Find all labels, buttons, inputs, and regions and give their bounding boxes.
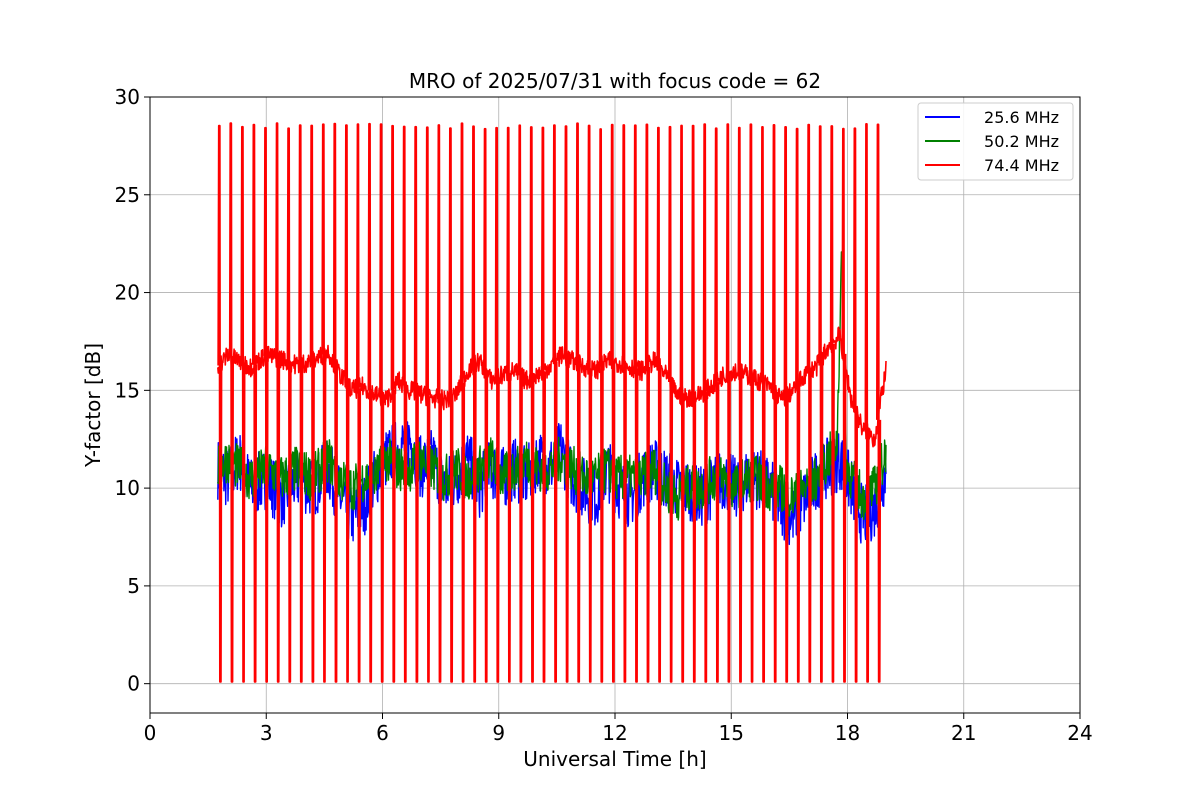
x-tick-label: 24 bbox=[1067, 721, 1092, 745]
series-pulse-2 bbox=[587, 124, 593, 683]
series-pulse-2 bbox=[748, 123, 754, 683]
y-tick-label: 10 bbox=[115, 476, 140, 500]
legend-label-0: 25.6 MHz bbox=[984, 108, 1059, 127]
series-pulse-2 bbox=[494, 126, 500, 683]
x-tick-label: 21 bbox=[951, 721, 976, 745]
series-pulse-2 bbox=[806, 123, 812, 683]
series-pulse-2 bbox=[644, 123, 650, 683]
series-pulse-2 bbox=[668, 125, 674, 683]
series-pulse-2 bbox=[725, 123, 731, 683]
series-pulse-2 bbox=[460, 122, 466, 683]
series-pulse-2 bbox=[471, 125, 477, 683]
y-tick-label: 25 bbox=[115, 183, 140, 207]
series-pulse-2 bbox=[552, 124, 558, 683]
y-tick-label: 0 bbox=[127, 672, 140, 696]
y-tick-label: 5 bbox=[127, 574, 140, 598]
series-pulse-2 bbox=[691, 124, 697, 683]
series-pulse-2 bbox=[633, 124, 639, 683]
y-axis: 0 5 10 15 20 25 30 bbox=[115, 85, 150, 696]
chart-title: MRO of 2025/07/31 with focus code = 62 bbox=[409, 69, 821, 93]
x-axis: 0 3 6 9 12 15 18 21 24 bbox=[144, 713, 1093, 745]
series-pulse-2 bbox=[783, 126, 789, 683]
series-pulse-2 bbox=[252, 123, 258, 683]
series-pulse-2 bbox=[760, 126, 766, 683]
series-pulse-2 bbox=[610, 123, 616, 683]
series-pulse-2 bbox=[529, 126, 535, 683]
legend-label-2: 74.4 MHz bbox=[984, 156, 1059, 175]
series-pulse-2 bbox=[286, 127, 292, 683]
series-pulse-2 bbox=[228, 122, 234, 683]
series-pulse-2 bbox=[367, 122, 373, 683]
x-tick-label: 3 bbox=[260, 721, 273, 745]
series-pulse-2 bbox=[448, 127, 454, 683]
series-pulse-2 bbox=[598, 128, 604, 683]
series-2 bbox=[217, 122, 887, 683]
series-pulse-2 bbox=[772, 124, 778, 683]
series-pulse-2 bbox=[402, 125, 408, 683]
series-pulse-2 bbox=[852, 127, 858, 683]
series-pulse-2 bbox=[702, 123, 708, 683]
legend-box bbox=[917, 102, 1074, 181]
series-pulse-2 bbox=[298, 124, 304, 683]
series-pulse-2 bbox=[841, 127, 847, 683]
series-pulse-2 bbox=[436, 124, 442, 683]
series-pulse-2 bbox=[344, 124, 350, 683]
series-pulse-2 bbox=[737, 126, 743, 683]
x-axis-label: Universal Time [h] bbox=[523, 747, 706, 771]
y-axis-label: Y-factor [dB] bbox=[81, 343, 105, 468]
series-pulse-2 bbox=[379, 123, 385, 683]
x-tick-label: 6 bbox=[376, 721, 389, 745]
series-pulse-2 bbox=[876, 123, 882, 683]
series-pulse-2 bbox=[818, 125, 824, 683]
series-pulse-2 bbox=[483, 127, 489, 683]
x-tick-label: 9 bbox=[492, 721, 505, 745]
x-tick-label: 18 bbox=[835, 721, 860, 745]
y-tick-label: 20 bbox=[115, 281, 140, 305]
series-pulse-2 bbox=[714, 127, 720, 683]
series-pulse-2 bbox=[829, 125, 835, 683]
series-pulse-2 bbox=[413, 125, 419, 683]
series-pulse-2 bbox=[275, 122, 281, 683]
x-tick-label: 12 bbox=[602, 721, 627, 745]
legend-label-1: 50.2 MHz bbox=[984, 132, 1059, 151]
series-pulse-2 bbox=[309, 124, 315, 683]
series-pulse-2 bbox=[321, 123, 327, 683]
series-pulse-2 bbox=[621, 124, 627, 683]
legend: 25.6 MHz 50.2 MHz 74.4 MHz bbox=[917, 102, 1074, 181]
y-tick-label: 30 bbox=[115, 85, 140, 109]
series-pulse-2 bbox=[864, 123, 870, 683]
series-pulse-2 bbox=[679, 124, 685, 683]
series-pulse-2 bbox=[506, 126, 512, 683]
series-pulse-2 bbox=[263, 126, 269, 683]
series-pulse-2 bbox=[217, 124, 223, 683]
x-tick-label: 0 bbox=[144, 721, 157, 745]
series-pulse-2 bbox=[517, 124, 523, 683]
plot-area bbox=[217, 122, 887, 683]
series-pulse-2 bbox=[240, 125, 246, 683]
series-pulse-2 bbox=[425, 126, 431, 683]
series-pulse-2 bbox=[332, 122, 338, 683]
series-pulse-2 bbox=[575, 122, 581, 683]
series-pulse-2 bbox=[540, 126, 546, 683]
series-pulse-2 bbox=[390, 124, 396, 683]
y-tick-label: 15 bbox=[115, 378, 140, 402]
series-pulse-2 bbox=[656, 126, 662, 683]
series-pulse-2 bbox=[356, 123, 362, 683]
series-pulse-2 bbox=[564, 125, 570, 683]
x-tick-label: 15 bbox=[719, 721, 744, 745]
series-pulse-2 bbox=[795, 127, 801, 683]
